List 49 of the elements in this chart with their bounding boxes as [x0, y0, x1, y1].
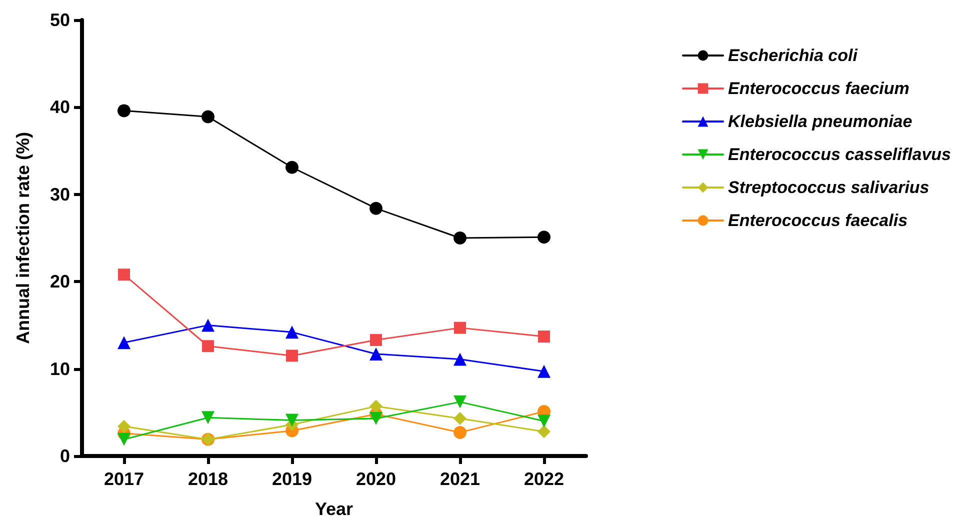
- point: [538, 364, 550, 378]
- point: [538, 230, 550, 244]
- y-tick-label: 10: [50, 358, 70, 379]
- y-tick-label: 40: [50, 97, 70, 118]
- y-tick-label: 30: [50, 184, 70, 204]
- legend-label: Klebsiella pneumoniae: [728, 112, 912, 131]
- point: [118, 432, 130, 446]
- x-axis-title: Year: [314, 499, 354, 519]
- x-tick-label: 2021: [440, 469, 480, 489]
- x-tick-label: 2017: [104, 469, 144, 489]
- point: [454, 352, 466, 366]
- point: [454, 395, 466, 408]
- point: [370, 202, 382, 215]
- point: [538, 425, 550, 438]
- point: [370, 334, 382, 346]
- x-tick-label: 2018: [188, 469, 228, 489]
- legend-label: Escherichia coli: [728, 46, 859, 65]
- point: [202, 110, 214, 124]
- point: [118, 420, 130, 433]
- point: [286, 350, 298, 362]
- point: [202, 340, 214, 352]
- x-tick-label: 2019: [272, 469, 312, 489]
- point: [286, 414, 298, 427]
- y-tick-label: 20: [50, 272, 70, 292]
- point: [538, 330, 550, 343]
- point: [538, 414, 550, 428]
- point: [118, 268, 130, 281]
- point: [370, 412, 382, 426]
- y-tick-label: 50: [50, 10, 70, 30]
- point: [202, 318, 214, 332]
- legend-label: Enterococcus casseliflavus: [728, 145, 952, 164]
- point: [370, 347, 382, 360]
- point: [454, 412, 466, 426]
- x-tick-label: 2020: [356, 469, 396, 489]
- legend-label: Enterococcus faecium: [728, 79, 910, 98]
- legend-label: Enterococcus faecalis: [728, 211, 908, 230]
- legend-label: Streptococcus salivarius: [728, 178, 930, 197]
- point: [286, 160, 298, 174]
- point: [370, 400, 382, 413]
- point: [286, 326, 298, 339]
- y-tick-label: 0: [60, 446, 70, 466]
- point: [202, 411, 214, 424]
- point: [118, 336, 130, 350]
- y-axis-title: Annual infection rate (%): [13, 132, 33, 344]
- point: [454, 232, 466, 244]
- point: [454, 426, 466, 439]
- point: [454, 322, 466, 334]
- x-tick-label: 2022: [524, 469, 564, 489]
- point: [118, 104, 130, 118]
